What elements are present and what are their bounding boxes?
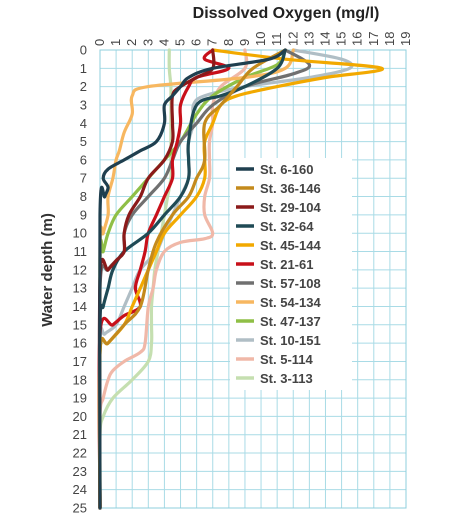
x-tick-label: 1 bbox=[108, 39, 123, 46]
y-tick-label: 24 bbox=[73, 482, 87, 497]
x-tick-label: 16 bbox=[350, 32, 365, 46]
legend-label: St. 36-146 bbox=[260, 181, 321, 196]
legend-label: St. 6-160 bbox=[260, 162, 313, 177]
y-tick-label: 13 bbox=[73, 281, 87, 296]
legend-label: St. 21-61 bbox=[260, 257, 313, 272]
x-tick-label: 13 bbox=[301, 32, 316, 46]
y-tick-label: 5 bbox=[80, 134, 87, 149]
x-tick-label: 9 bbox=[237, 39, 252, 46]
y-tick-label: 8 bbox=[80, 189, 87, 204]
legend-label: St. 3-113 bbox=[260, 371, 313, 386]
x-tick-label: 10 bbox=[253, 32, 268, 46]
y-tick-label: 4 bbox=[80, 116, 87, 131]
y-tick-label: 3 bbox=[80, 97, 87, 112]
y-tick-label: 20 bbox=[73, 409, 87, 424]
y-tick-label: 1 bbox=[80, 61, 87, 76]
y-tick-label: 19 bbox=[73, 391, 87, 406]
x-tick-label: 8 bbox=[221, 39, 236, 46]
legend: St. 6-160 St. 36-146 St. 29-104 St. 32-64 St… bbox=[230, 158, 352, 390]
x-axis-ticks: 0 1 2 3 4 5 6 7 8 9 10 11 12 13 14 15 16 17 18 19 bbox=[92, 32, 413, 46]
y-axis-ticks: 0123456789101112131415161718192021222324… bbox=[73, 43, 87, 516]
x-tick-label: 2 bbox=[124, 39, 139, 46]
x-tick-label: 0 bbox=[92, 39, 107, 46]
x-tick-label: 17 bbox=[366, 32, 381, 46]
y-tick-label: 21 bbox=[73, 427, 87, 442]
y-tick-label: 18 bbox=[73, 372, 87, 387]
y-tick-label: 9 bbox=[80, 207, 87, 222]
legend-label: St. 54-134 bbox=[260, 295, 321, 310]
y-tick-label: 15 bbox=[73, 317, 87, 332]
y-tick-label: 10 bbox=[73, 226, 87, 241]
x-tick-label: 4 bbox=[156, 39, 171, 46]
y-tick-label: 17 bbox=[73, 354, 87, 369]
x-tick-label: 6 bbox=[189, 39, 204, 46]
series-line bbox=[98, 48, 287, 510]
legend-label: St. 32-64 bbox=[260, 219, 314, 234]
x-tick-label: 5 bbox=[173, 39, 188, 46]
x-tick-label: 7 bbox=[205, 39, 220, 46]
y-axis-label: Water depth (m) bbox=[39, 213, 56, 327]
y-tick-label: 23 bbox=[73, 464, 87, 479]
legend-label: St. 5-114 bbox=[260, 352, 314, 367]
legend-label: St. 45-144 bbox=[260, 238, 321, 253]
x-tick-label: 14 bbox=[317, 32, 332, 46]
chart-title: Dissolved Oxygen (mg/l) bbox=[193, 5, 380, 22]
legend-label: St. 29-104 bbox=[260, 200, 321, 215]
legend-label: St. 57-108 bbox=[260, 276, 321, 291]
y-tick-label: 7 bbox=[80, 171, 87, 186]
x-tick-label: 18 bbox=[382, 32, 397, 46]
legend-label: St. 10-151 bbox=[260, 333, 321, 348]
x-tick-label: 12 bbox=[285, 32, 300, 46]
legend-label: St. 47-137 bbox=[260, 314, 321, 329]
y-tick-label: 25 bbox=[73, 501, 87, 516]
y-tick-label: 11 bbox=[74, 244, 88, 259]
y-tick-label: 14 bbox=[73, 299, 87, 314]
y-tick-label: 22 bbox=[73, 446, 87, 461]
series-line bbox=[97, 48, 287, 510]
y-tick-label: 0 bbox=[80, 43, 87, 58]
x-tick-label: 3 bbox=[140, 39, 155, 46]
x-tick-label: 15 bbox=[334, 32, 349, 46]
y-tick-label: 16 bbox=[73, 336, 87, 351]
y-tick-label: 6 bbox=[80, 152, 87, 167]
legend-background bbox=[230, 158, 352, 390]
series-lines bbox=[97, 48, 384, 510]
x-tick-label: 11 bbox=[269, 33, 284, 47]
y-tick-label: 2 bbox=[80, 79, 87, 94]
y-tick-label: 12 bbox=[73, 262, 87, 277]
x-tick-label: 19 bbox=[398, 32, 413, 46]
series-line bbox=[98, 48, 287, 510]
